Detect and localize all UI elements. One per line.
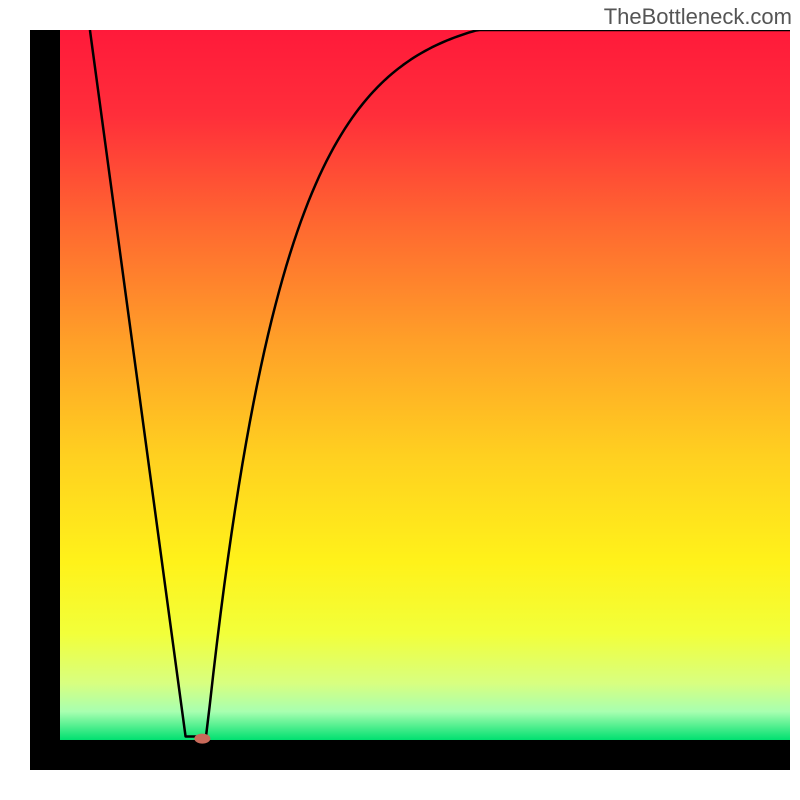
watermark-text: TheBottleneck.com — [604, 4, 792, 30]
bottleneck-chart: TheBottleneck.com — [0, 0, 800, 800]
chart-svg — [0, 0, 800, 800]
